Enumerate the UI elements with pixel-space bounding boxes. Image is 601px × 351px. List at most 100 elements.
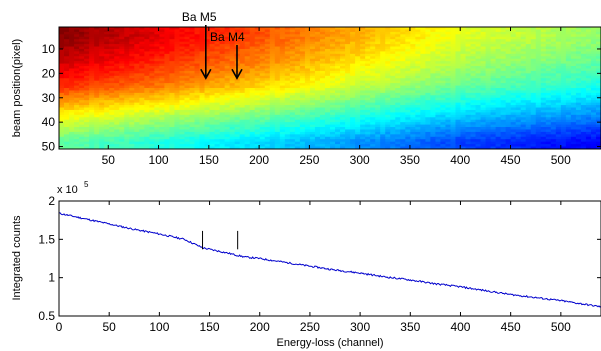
heatmap-cell [445, 41, 452, 45]
heatmap-cell [144, 97, 150, 101]
heatmap-cell [229, 58, 236, 62]
heatmap-cell [249, 27, 256, 31]
heatmap-cell [184, 112, 191, 116]
heatmap-cell [420, 92, 426, 96]
heatmap-cell [360, 85, 366, 89]
heatmap-cell [154, 95, 160, 99]
heatmap-cell [164, 31, 171, 35]
heatmap-cell [560, 136, 567, 140]
heatmap-cell [79, 122, 85, 126]
heatmap-cell [259, 51, 266, 55]
heatmap-cell [284, 90, 291, 94]
heatmap-cell [590, 68, 597, 72]
heatmap-cell [515, 127, 522, 131]
heatmap-cell [239, 83, 246, 87]
heatmap-cell [149, 107, 155, 111]
heatmap-cell [590, 122, 597, 126]
heatmap-cell [370, 68, 376, 72]
heatmap-cell [550, 134, 557, 138]
heatmap-cell [314, 51, 321, 55]
heatmap-cell [179, 56, 186, 60]
heatmap-cell [164, 34, 171, 38]
heatmap-cell [279, 97, 286, 101]
heatmap-cell [99, 131, 105, 135]
heatmap-cell [555, 131, 562, 135]
heatmap-cell [139, 36, 145, 40]
heatmap-cell [299, 34, 306, 38]
heatmap-cell [249, 34, 256, 38]
heatmap-cell [495, 78, 502, 82]
heatmap-cell [209, 127, 216, 131]
heatmap-cell [149, 124, 155, 128]
heatmap-cell [525, 124, 532, 128]
heatmap-cell [535, 73, 542, 77]
heatmap-cell [219, 34, 226, 38]
heatmap-cell [99, 134, 105, 138]
heatmap-cell [179, 102, 186, 106]
heatmap-cell [590, 90, 597, 94]
heatmap-cell [289, 58, 296, 62]
heatmap-cell [410, 119, 416, 123]
heatmap-cell [269, 58, 276, 62]
heatmap-cell [505, 58, 512, 62]
heatmap-cell [565, 70, 572, 74]
heatmap-cell [114, 109, 120, 113]
heatmap-cell [330, 112, 336, 116]
heatmap-cell [119, 46, 125, 50]
heatmap-cell [284, 63, 291, 67]
heatmap-cell [224, 41, 231, 45]
heatmap-cell [585, 39, 592, 43]
heatmap-cell [500, 97, 507, 101]
heatmap-cell [435, 134, 442, 138]
heatmap-cell [194, 107, 201, 111]
heatmap-cell [194, 124, 201, 128]
heatmap-cell [465, 61, 472, 65]
heatmap-cell [119, 139, 125, 143]
heatmap-cell [445, 70, 452, 74]
heatmap-cell [490, 100, 497, 104]
heatmap-cell [259, 48, 266, 52]
heatmap-cell [440, 29, 447, 33]
heatmap-cell [209, 39, 216, 43]
heatmap-cell [525, 31, 532, 35]
heatmap-cell [410, 95, 416, 99]
heatmap-cell [360, 112, 366, 116]
heatmap-cell [264, 105, 271, 109]
heatmap-cell [184, 78, 191, 82]
heatmap-cell [475, 80, 482, 84]
heatmap-cell [360, 107, 366, 111]
heatmap-cell [239, 90, 246, 94]
heatmap-cell [99, 27, 105, 31]
heatmap-cell [555, 68, 562, 72]
heatmap-cell [495, 51, 502, 55]
heatmap-cell [254, 46, 261, 50]
heatmap-cell [189, 102, 196, 106]
heatmap-cell [490, 102, 497, 106]
heatmap-cell [355, 39, 361, 43]
heatmap-cell [590, 27, 597, 31]
heatmap-cell [485, 63, 492, 67]
heatmap-cell [264, 117, 271, 121]
heatmap-cell [104, 63, 110, 67]
heatmap-cell [430, 68, 436, 72]
heatmap-cell [560, 56, 567, 60]
heatmap-cell [69, 78, 75, 82]
heatmap-cell [214, 102, 221, 106]
heatmap-cell [324, 136, 331, 140]
heatmap-cell [114, 56, 120, 60]
heatmap-cell [179, 51, 186, 55]
heatmap-cell [324, 44, 331, 48]
heatmap-cell [139, 73, 145, 77]
heatmap-cell [259, 92, 266, 96]
heatmap-cell [535, 107, 542, 111]
heatmap-cell [380, 73, 386, 77]
heatmap-cell [415, 124, 421, 128]
heatmap-cell [119, 63, 125, 67]
heatmap-cell [129, 119, 135, 123]
heatmap-cell [194, 34, 201, 38]
heatmap-cell [400, 44, 406, 48]
heatmap-cell [199, 41, 206, 45]
heatmap-cell [109, 129, 115, 133]
heatmap-cell [74, 105, 80, 109]
heatmap-cell [415, 85, 421, 89]
